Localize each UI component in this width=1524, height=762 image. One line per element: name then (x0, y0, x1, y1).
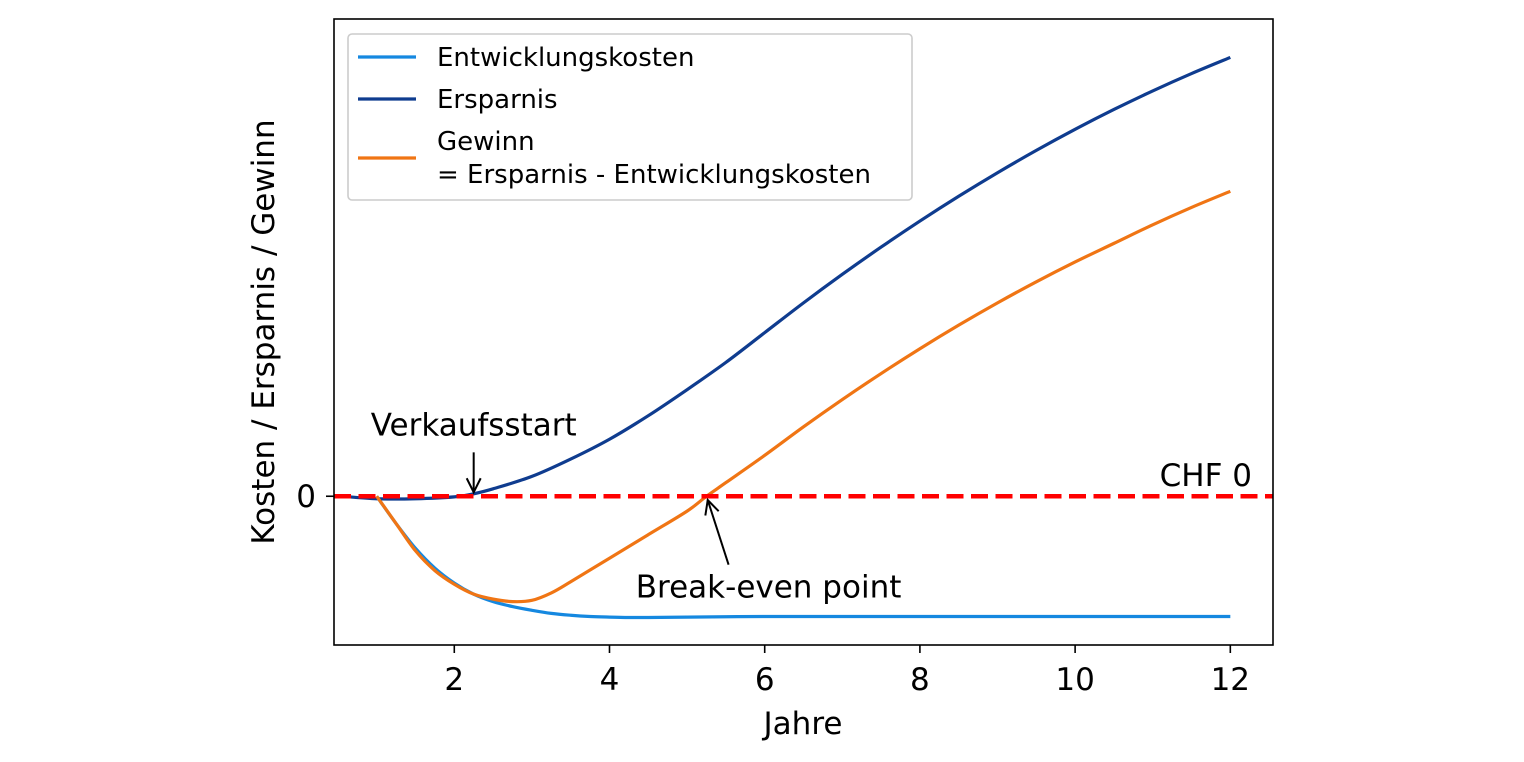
legend-label-2: Ersparnis (437, 85, 558, 115)
x-axis-label: Jahre (762, 706, 843, 742)
legend-label-3: = Ersparnis - Entwicklungskosten (437, 160, 871, 190)
x-tick-label: 2 (444, 662, 464, 698)
legend: Entwicklungskosten Ersparnis Gewinn= Erspa… (347, 33, 913, 201)
y-axis: 0 (296, 479, 334, 515)
annotation-arrow-head (465, 477, 482, 495)
x-tick-label: 4 (600, 662, 620, 698)
y-tick-label: 0 (296, 479, 316, 515)
annotation-arrow-head (704, 497, 720, 516)
plot-frame (333, 18, 1274, 646)
legend-label-1: Entwicklungskosten (437, 43, 694, 73)
x-tick-label: 12 (1211, 662, 1250, 698)
legend-box (347, 33, 913, 201)
x-tick-label: 10 (1055, 662, 1094, 698)
annotation-arrow-shaft (706, 499, 730, 566)
legend-label-3: Gewinn (437, 127, 535, 157)
reference-line-label: CHF 0 (1160, 458, 1252, 494)
annotation-verkaufsstart: Verkaufsstart (371, 407, 577, 443)
y-axis-label: Kosten / Ersparnis / Gewinn (246, 119, 282, 544)
x-axis: 2 4 6 8 10 12 (444, 645, 1250, 698)
reference-label-layer: CHF 0 (1160, 458, 1252, 494)
x-tick-label: 8 (910, 662, 930, 698)
annotation-break-even-point: Break-even point (636, 570, 902, 606)
x-tick-label: 6 (755, 662, 775, 698)
annotations: Verkaufsstart Break-even point (371, 407, 902, 605)
